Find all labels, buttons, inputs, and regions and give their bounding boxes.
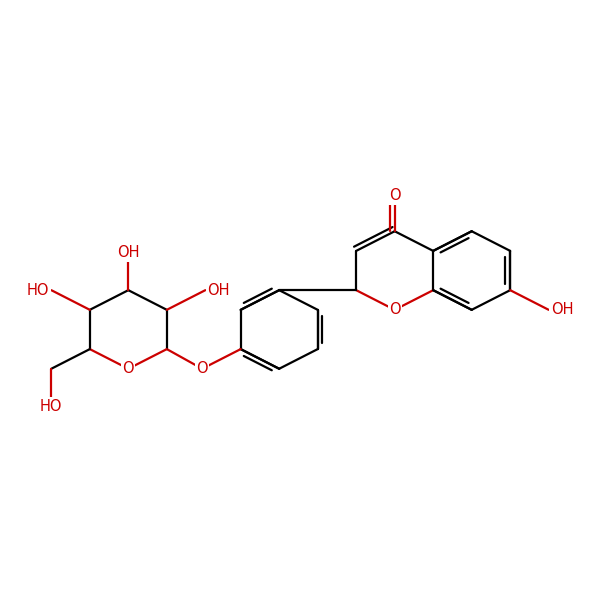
Text: HO: HO xyxy=(27,283,49,298)
Text: OH: OH xyxy=(551,302,573,317)
Text: OH: OH xyxy=(117,245,140,260)
Text: O: O xyxy=(122,361,134,376)
Text: O: O xyxy=(389,188,400,203)
Text: HO: HO xyxy=(40,398,62,413)
Text: O: O xyxy=(389,302,400,317)
Text: OH: OH xyxy=(207,283,230,298)
Text: O: O xyxy=(196,361,208,376)
